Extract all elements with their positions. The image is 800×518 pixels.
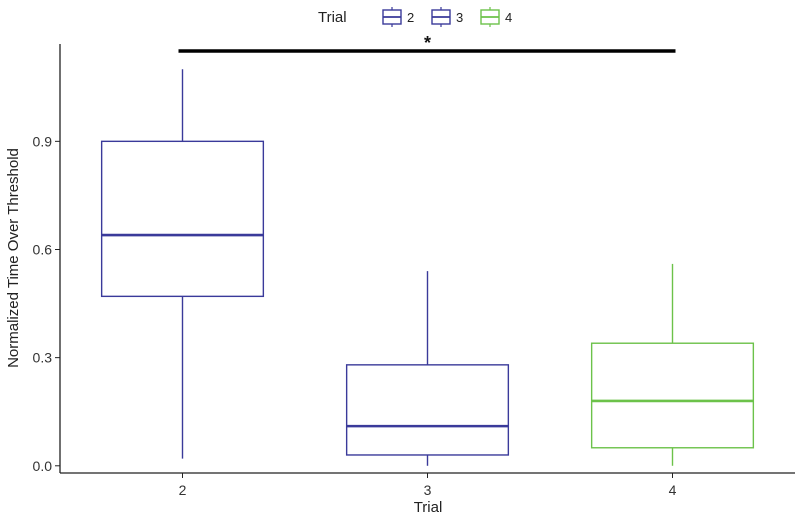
legend-title: Trial — [318, 9, 347, 26]
boxes — [100, 69, 755, 466]
box-body — [590, 342, 755, 449]
box-4 — [590, 263, 755, 466]
x-axis-title: Trial — [414, 499, 443, 516]
legend-items: 2 3 4 — [382, 7, 512, 27]
x-ticks: 2 3 4 — [179, 473, 677, 498]
legend-item-3: 3 — [431, 7, 463, 27]
significance-star: * — [424, 33, 431, 53]
plot-area: 0.0 0.3 0.6 0.9 2 3 4 * — [33, 33, 795, 498]
y-tick-label: 0.0 — [33, 458, 53, 474]
y-tick-label: 0.6 — [33, 241, 53, 257]
x-tick-label: 3 — [424, 482, 432, 498]
y-ticks: 0.0 0.3 0.6 0.9 — [33, 133, 60, 474]
y-axis-title: Normalized Time Over Threshold — [5, 148, 22, 368]
y-tick-label: 0.3 — [33, 350, 53, 366]
box-2 — [100, 69, 265, 459]
legend-item-4: 4 — [480, 7, 512, 27]
legend: Trial 2 3 4 — [318, 7, 512, 27]
x-tick-label: 4 — [669, 482, 677, 498]
legend-item-2: 2 — [382, 7, 414, 27]
box-body — [345, 364, 510, 456]
legend-label: 4 — [505, 10, 512, 25]
legend-label: 3 — [456, 10, 463, 25]
y-tick-label: 0.9 — [33, 133, 53, 149]
legend-label: 2 — [407, 10, 414, 25]
annotations: * — [178, 33, 676, 53]
x-tick-label: 2 — [179, 482, 187, 498]
box-body — [100, 140, 265, 298]
box-3 — [345, 271, 510, 466]
